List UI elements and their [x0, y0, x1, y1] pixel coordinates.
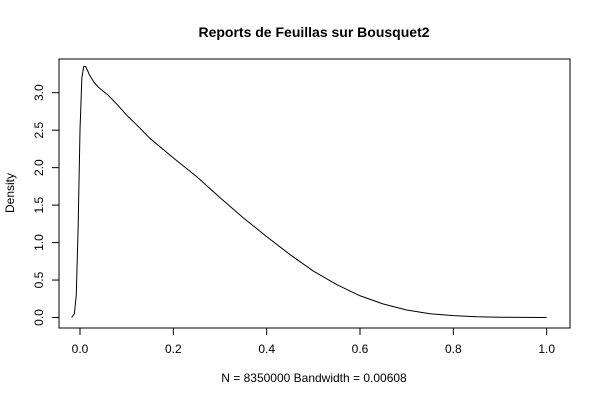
y-tick-label: 3.0 [32, 84, 46, 101]
y-tick-label: 1.0 [32, 234, 46, 251]
density-lines [71, 65, 547, 319]
y-tick-label: 2.5 [32, 122, 46, 139]
y-tick-label: 2.0 [32, 159, 46, 176]
x-tick-label: 0.4 [258, 342, 275, 356]
x-tick-label: 1.0 [538, 342, 555, 356]
y-axis-label: Density [3, 173, 17, 213]
x-tick-label: 0.6 [352, 342, 369, 356]
density-curve [71, 65, 547, 319]
plot-frame [58, 58, 571, 329]
y-tick-label: 0.0 [32, 309, 46, 326]
x-axis: 0.0 0.2 0.4 0.6 0.8 1.0 [72, 327, 555, 356]
x-axis-label: N = 8350000 Bandwidth = 0.00608 [221, 371, 407, 385]
x-tick-label: 0.8 [445, 342, 462, 356]
y-tick-label: 1.5 [32, 196, 46, 213]
x-tick-label: 0.0 [72, 342, 89, 356]
y-tick-label: 0.5 [32, 271, 46, 288]
x-tick-label: 0.2 [165, 342, 182, 356]
y-axis: 0.0 0.5 1.0 1.5 2.0 2.5 3.0 [32, 84, 60, 326]
chart-title: Reports de Feuillas sur Bousquet2 [198, 24, 429, 40]
